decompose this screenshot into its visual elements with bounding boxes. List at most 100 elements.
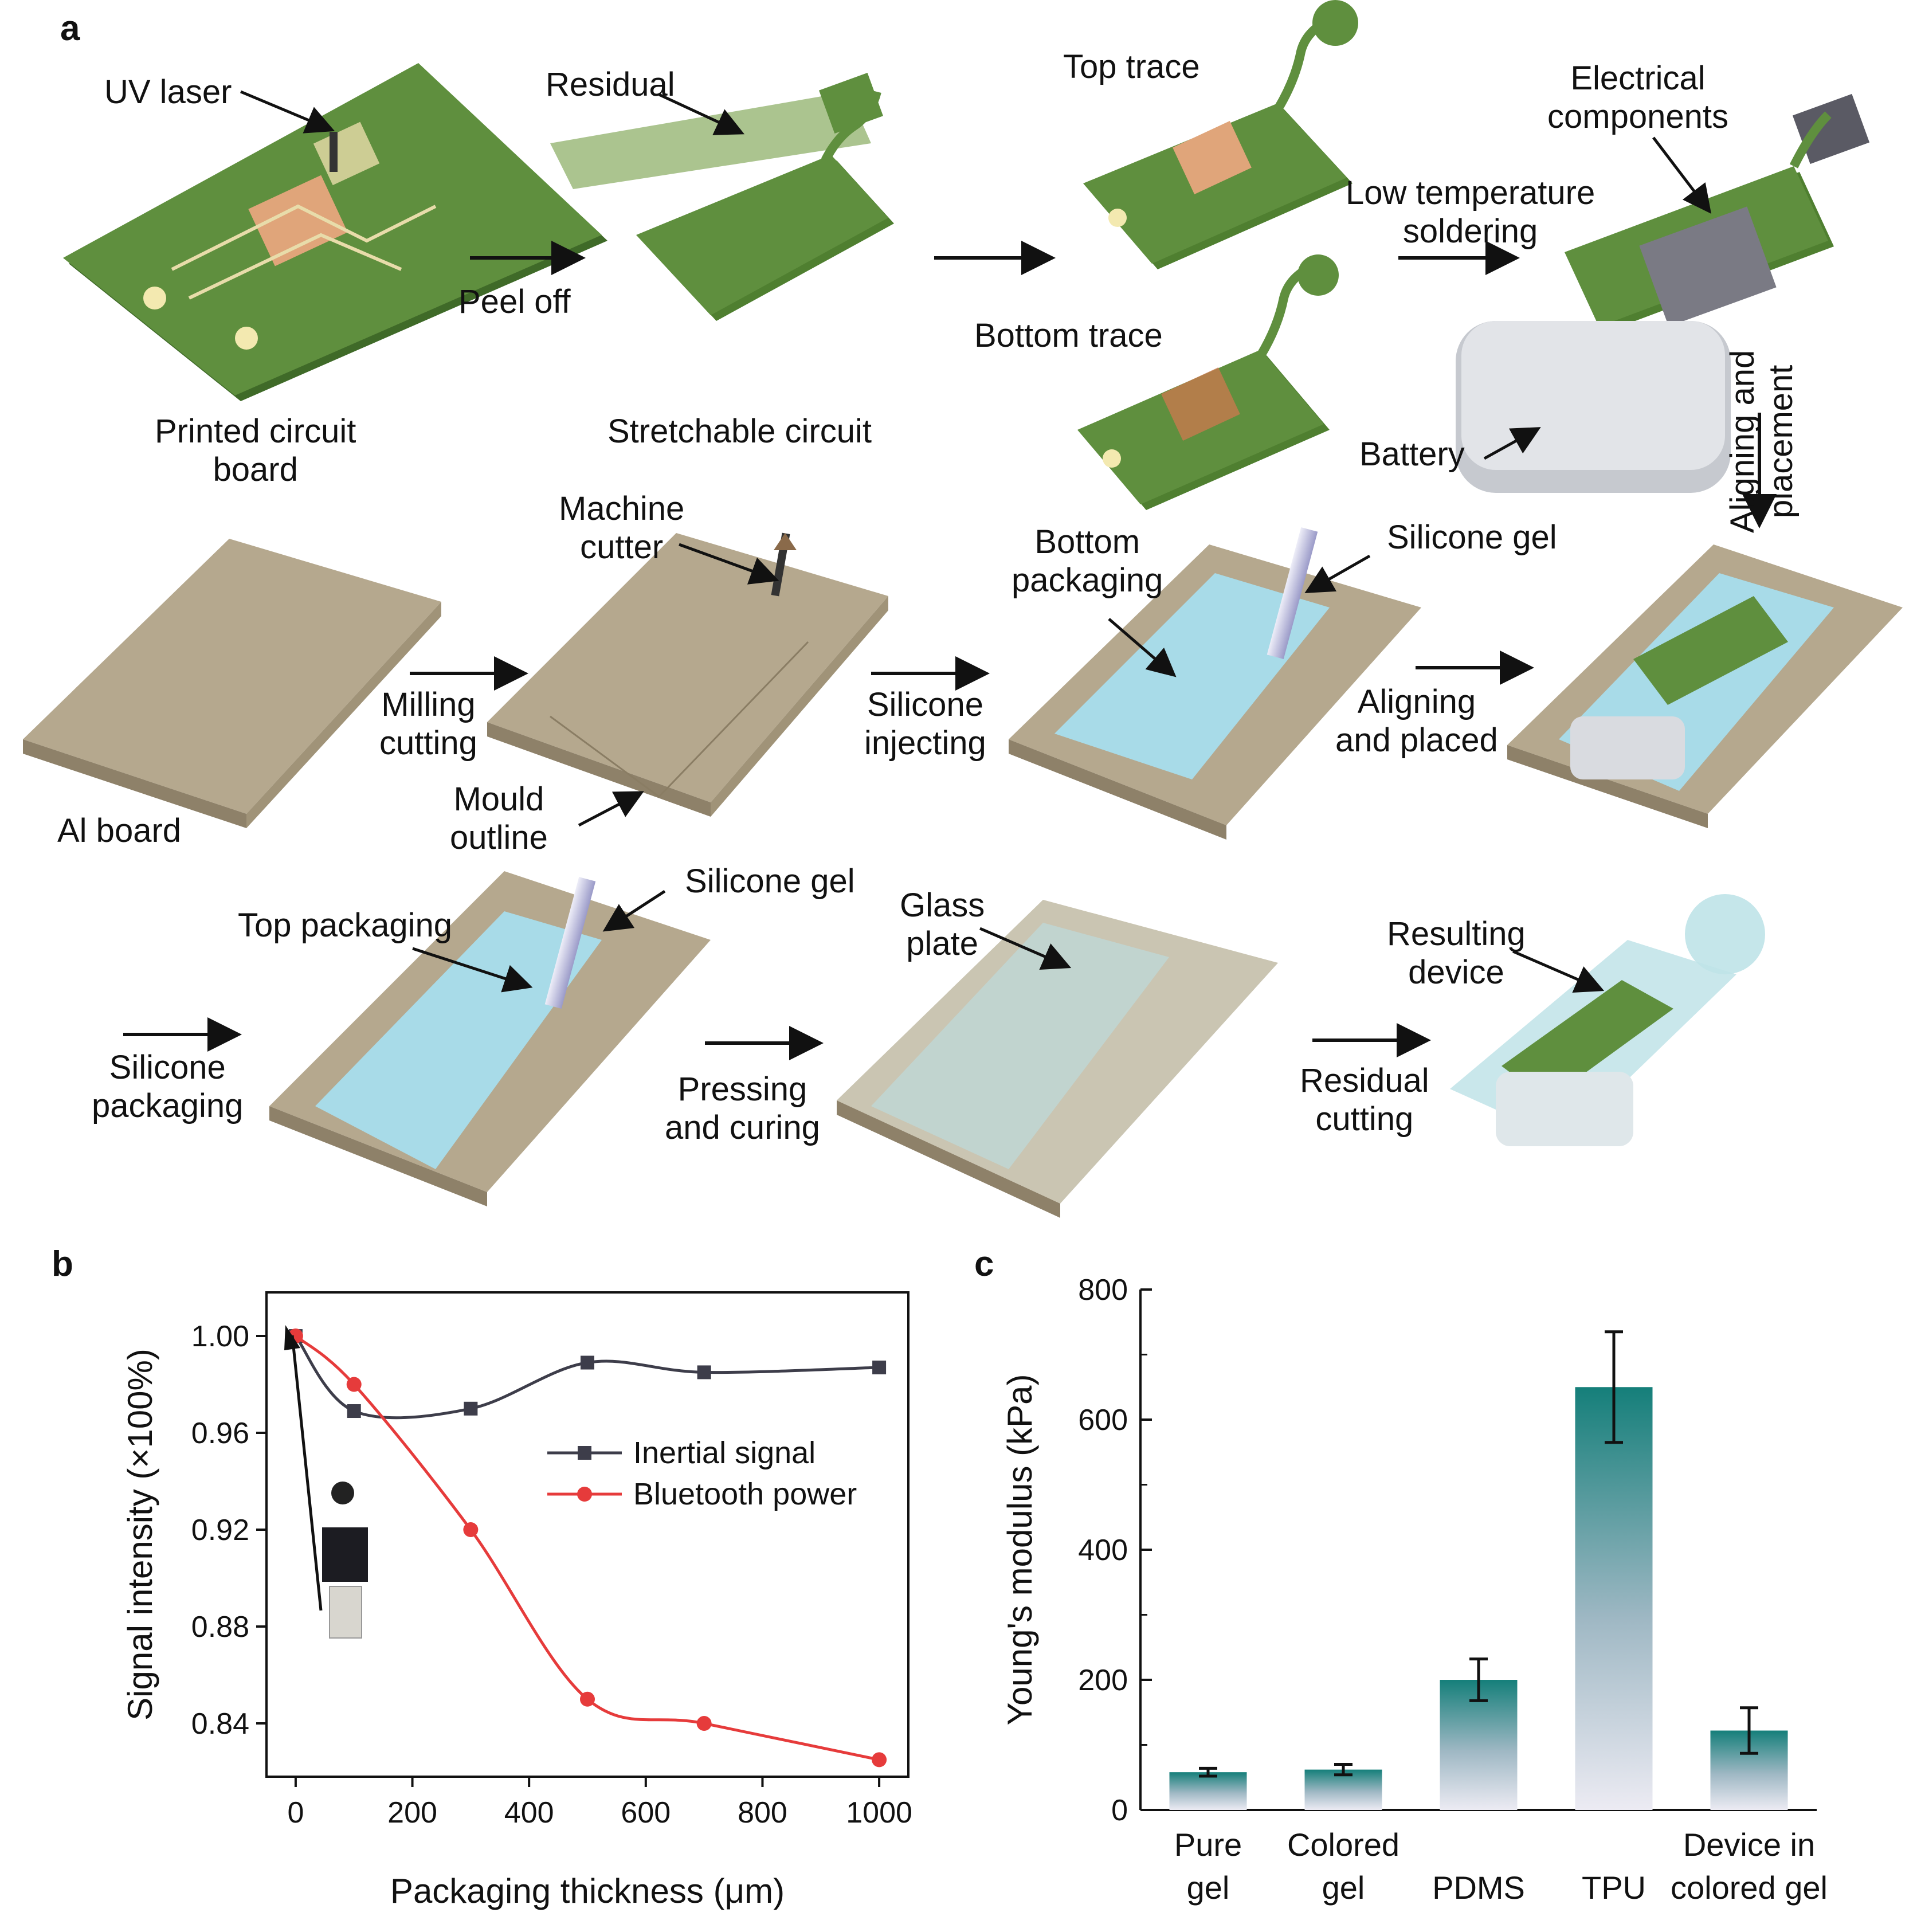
milled-board — [487, 532, 888, 817]
chart-b-point — [464, 1401, 478, 1416]
device-photo-battery — [329, 1586, 362, 1639]
label-mould-outline: Mould outline — [450, 781, 548, 856]
resulting-device-arrow — [1512, 950, 1605, 993]
panel-c-letter: c — [974, 1244, 994, 1284]
chart-b-point — [463, 1522, 479, 1538]
label-top-trace: Top trace — [1063, 48, 1200, 85]
chart-c-ylabel: Young's modulus (kPa) — [1001, 1374, 1039, 1726]
label-aligning-and-placed: Aligning and placed — [1335, 683, 1498, 759]
process-illustration — [23, 0, 1903, 1218]
chart-b-xtick-label: 600 — [621, 1796, 671, 1829]
chart-b-xtick-label: 200 — [387, 1796, 437, 1829]
mould-outline-arrow — [578, 791, 644, 827]
chart-b-inset-arrow — [291, 1335, 323, 1611]
chart-b-frame — [265, 1291, 910, 1778]
top-packaging-arrow — [412, 947, 533, 993]
chart-c-bar — [1304, 1769, 1382, 1810]
chart-b-legend-marker — [577, 1487, 592, 1502]
label-low-temperature-soldering: Low temperature soldering — [1346, 174, 1595, 250]
label-uv-laser: UV laser — [104, 73, 232, 111]
silicone-gel-arrow-2 — [602, 889, 666, 932]
chart-b-xtick-label: 400 — [504, 1796, 554, 1829]
resulting-device — [1450, 894, 1765, 1146]
label-electrical-components: Electrical components — [1547, 60, 1728, 135]
bottom-packaging-mould — [1009, 527, 1421, 840]
chart-b-point — [872, 1752, 887, 1768]
label-machine-cutter: Machine cutter — [559, 490, 685, 566]
label-peel-off: Peel off — [458, 283, 571, 320]
label-pressing-and-curing: Pressing and curing — [665, 1071, 820, 1146]
label-printed-circuit-board: Printed circuit board — [155, 413, 356, 488]
chart-c-ytick-label: 400 — [1078, 1534, 1128, 1567]
label-silicone-packaging: Silicone packaging — [92, 1049, 244, 1124]
stretchable-circuit — [550, 73, 894, 321]
chart-c-ytick-label: 0 — [1111, 1794, 1128, 1827]
chart-c-ytick-label: 600 — [1078, 1404, 1128, 1437]
panel-b-letter: b — [52, 1244, 73, 1284]
device-photo-sensor — [331, 1482, 354, 1504]
label-glass-plate: Glass plate — [900, 887, 985, 962]
chart-b-point — [581, 1355, 594, 1370]
chart-b-ylabel: Signal intensity (×100%) — [121, 1349, 159, 1721]
label-silicone-gel-1: Silicone gel — [1387, 519, 1557, 556]
chart-b-legend-label: Bluetooth power — [633, 1477, 857, 1511]
chart-b-xtick-label: 0 — [287, 1796, 304, 1829]
chart-b-xtick-label: 800 — [738, 1796, 787, 1829]
label-bottom-trace: Bottom trace — [974, 317, 1163, 354]
chart-b-point — [347, 1404, 361, 1418]
chart-b-ytick-label: 1.00 — [191, 1320, 249, 1353]
chart-b-point — [696, 1716, 712, 1731]
pcb-board — [63, 63, 607, 401]
chart-c-bar — [1169, 1772, 1247, 1810]
chart-b-ytick-label: 0.92 — [191, 1514, 249, 1547]
chart-c-category-label: Pure gel — [1174, 1827, 1242, 1906]
placed-circuit-mould — [1507, 544, 1903, 828]
label-residual: Residual — [546, 66, 675, 103]
bottom-trace — [1077, 254, 1339, 510]
chart-c-category-label: TPU — [1582, 1870, 1646, 1906]
chart-c-ytick-label: 200 — [1078, 1664, 1128, 1697]
label-battery: Battery — [1359, 436, 1465, 473]
chart-b-ytick-label: 0.96 — [191, 1417, 249, 1450]
bottom-packaging-arrow — [1108, 618, 1177, 677]
residual-arrow — [658, 93, 745, 135]
chart-c-bar — [1575, 1387, 1653, 1810]
label-silicone-gel-2: Silicone gel — [685, 863, 855, 900]
label-bottom-packaging: Bottom packaging — [1012, 523, 1163, 599]
label-milling-cutting: Milling cutting — [379, 686, 477, 762]
machine-cutter-arrow — [679, 543, 779, 585]
panel-a-letter: a — [60, 9, 80, 48]
chart-c-category-label: Device in colored gel — [1671, 1827, 1828, 1906]
label-resulting-device: Resulting device — [1387, 915, 1526, 991]
label-al-board: Al board — [57, 812, 182, 849]
label-stretchable-circuit: Stretchable circuit — [607, 413, 872, 450]
label-residual-cutting: Residual cutting — [1300, 1062, 1429, 1138]
uv-laser-arrow — [240, 90, 335, 134]
device-photo-board — [322, 1527, 368, 1582]
chart-c-ytick-label: 800 — [1078, 1273, 1128, 1307]
chart-b-point — [697, 1365, 711, 1380]
glass-plate-arrow — [979, 927, 1072, 970]
chart-b-point — [580, 1691, 595, 1707]
glass-plate-assembly — [837, 900, 1278, 1218]
chart-b-ytick-label: 0.88 — [191, 1610, 249, 1644]
chart-c-category-label: PDMS — [1432, 1870, 1525, 1906]
chart-b-ytick-label: 0.84 — [191, 1707, 249, 1741]
chart-b-point — [872, 1360, 887, 1374]
chart-b-point — [346, 1377, 362, 1392]
chart-b-xtick-label: 1000 — [846, 1796, 912, 1829]
chart-b-legend-label: Inertial signal — [633, 1436, 816, 1470]
electrical-components-arrow — [1652, 136, 1712, 214]
chart-b-inset-arrowhead — [284, 1325, 300, 1350]
label-top-packaging: Top packaging — [238, 907, 453, 944]
chart-b-legend-marker — [578, 1446, 591, 1460]
label-silicone-injecting: Silicone injecting — [864, 686, 986, 762]
chart-c-category-label: Colored gel — [1287, 1827, 1399, 1906]
battery-arrow — [1483, 427, 1541, 460]
top-trace — [1083, 0, 1358, 269]
chart-b-xlabel: Packaging thickness (μm) — [390, 1872, 785, 1910]
silicone-gel-arrow-1 — [1304, 554, 1371, 593]
al-board — [23, 539, 441, 828]
